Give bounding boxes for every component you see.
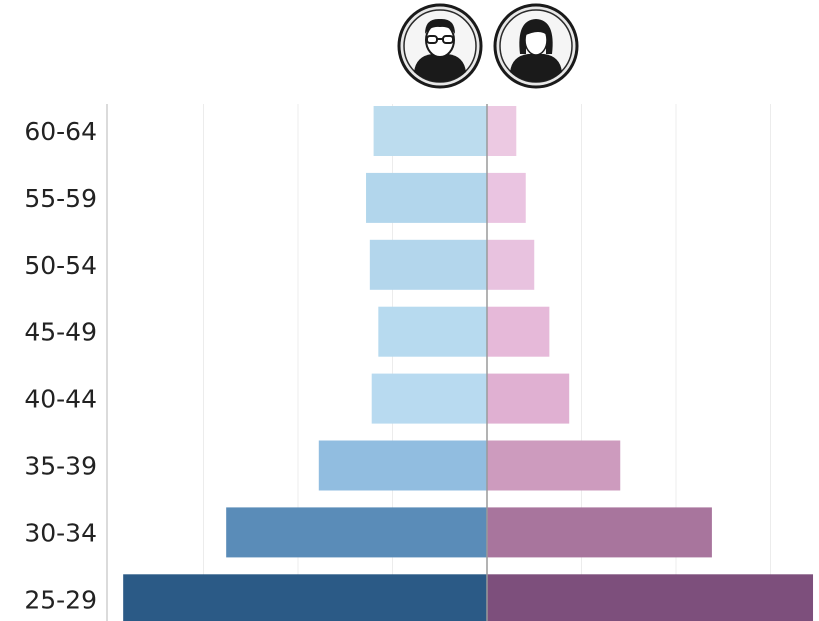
male-bar-25-29 <box>123 574 488 621</box>
y-tick-label: 25-29 <box>24 585 97 614</box>
female-bar-25-29 <box>487 574 814 621</box>
male-avatar-icon <box>397 3 483 89</box>
bars <box>123 106 814 621</box>
male-bar-40-44 <box>371 373 487 424</box>
female-bar-40-44 <box>487 373 570 424</box>
female-bar-35-39 <box>487 440 621 491</box>
y-tick-label: 50-54 <box>24 251 97 280</box>
female-bar-50-54 <box>487 239 535 290</box>
y-tick-label: 30-34 <box>24 518 97 547</box>
y-tick-label: 45-49 <box>24 318 97 347</box>
female-bar-55-59 <box>487 172 526 223</box>
y-tick-label: 35-39 <box>24 452 97 481</box>
y-tick-labels: 60-64 55-59 50-54 45-49 40-44 35-39 30-34 25-29 <box>24 117 97 614</box>
female-bar-45-49 <box>487 306 550 357</box>
y-tick-label: 40-44 <box>24 385 97 414</box>
male-bar-55-59 <box>366 172 487 223</box>
male-bar-35-39 <box>318 440 487 491</box>
male-bar-60-64 <box>373 106 487 156</box>
female-bar-60-64 <box>487 106 517 156</box>
female-avatar-icon <box>493 3 579 89</box>
y-tick-label: 60-64 <box>24 117 97 146</box>
female-bar-30-34 <box>487 507 712 558</box>
male-bar-50-54 <box>369 239 487 290</box>
male-bar-30-34 <box>226 507 487 558</box>
male-bar-45-49 <box>378 306 487 357</box>
y-tick-label: 55-59 <box>24 184 97 213</box>
